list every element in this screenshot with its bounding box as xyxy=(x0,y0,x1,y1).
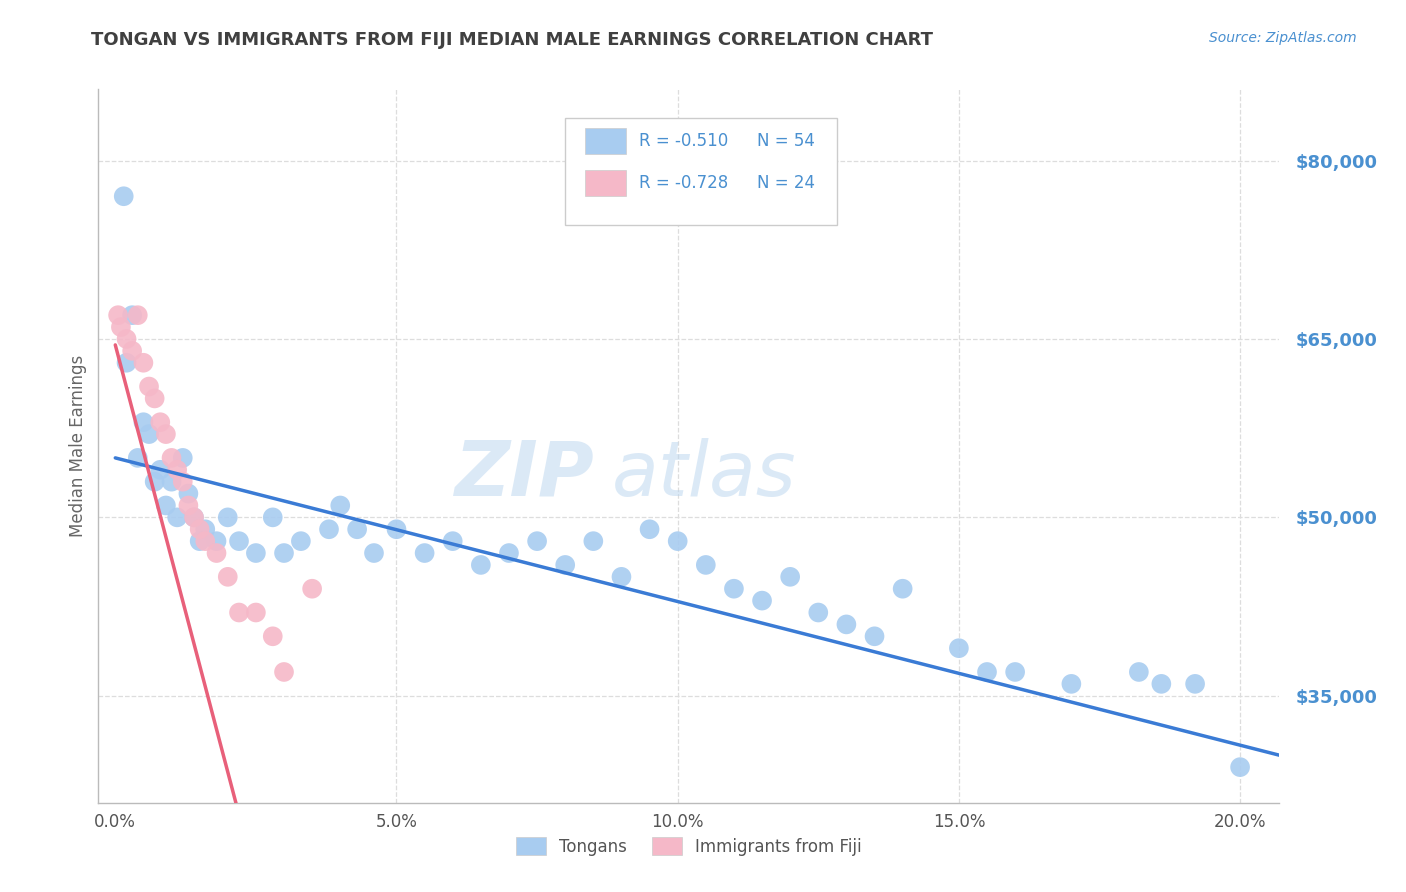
Point xyxy=(132,356,155,370)
Point xyxy=(143,392,166,406)
Point xyxy=(172,450,194,465)
Point xyxy=(976,665,998,679)
Point xyxy=(188,522,211,536)
Point xyxy=(1060,677,1083,691)
Point xyxy=(891,582,914,596)
Text: Source: ZipAtlas.com: Source: ZipAtlas.com xyxy=(1209,31,1357,45)
Point xyxy=(413,546,436,560)
Point xyxy=(155,427,177,442)
Point xyxy=(301,582,323,596)
Point xyxy=(346,522,368,536)
Text: N = 54: N = 54 xyxy=(758,132,815,150)
Point xyxy=(610,570,633,584)
Point xyxy=(666,534,689,549)
Point xyxy=(470,558,492,572)
Point xyxy=(155,499,177,513)
Point xyxy=(112,189,135,203)
Point xyxy=(1128,665,1150,679)
Point xyxy=(107,308,129,322)
Point xyxy=(526,534,548,549)
Text: R = -0.510: R = -0.510 xyxy=(640,132,728,150)
Text: ZIP: ZIP xyxy=(454,438,595,511)
Point xyxy=(177,486,200,500)
Bar xyxy=(585,169,626,195)
Point xyxy=(138,427,160,442)
Point xyxy=(115,332,138,346)
Point xyxy=(217,510,239,524)
Text: TONGAN VS IMMIGRANTS FROM FIJI MEDIAN MALE EARNINGS CORRELATION CHART: TONGAN VS IMMIGRANTS FROM FIJI MEDIAN MA… xyxy=(91,31,934,49)
Point xyxy=(228,606,250,620)
Point xyxy=(143,475,166,489)
Point xyxy=(160,475,183,489)
Point xyxy=(695,558,717,572)
Point xyxy=(166,463,188,477)
Point xyxy=(149,463,172,477)
Point xyxy=(582,534,605,549)
Text: N = 24: N = 24 xyxy=(758,174,815,192)
Point xyxy=(273,665,295,679)
Point xyxy=(127,450,149,465)
Text: R = -0.728: R = -0.728 xyxy=(640,174,728,192)
Text: atlas: atlas xyxy=(612,438,797,511)
Point xyxy=(194,534,217,549)
Point xyxy=(183,510,205,524)
Point xyxy=(318,522,340,536)
Point xyxy=(188,534,211,549)
Point xyxy=(194,522,217,536)
Point xyxy=(183,510,205,524)
Point xyxy=(948,641,970,656)
Point xyxy=(807,606,830,620)
Point xyxy=(273,546,295,560)
Point xyxy=(723,582,745,596)
Point xyxy=(1184,677,1206,691)
FancyBboxPatch shape xyxy=(565,118,837,225)
Point xyxy=(1150,677,1173,691)
Point xyxy=(121,343,143,358)
Point xyxy=(217,570,239,584)
Y-axis label: Median Male Earnings: Median Male Earnings xyxy=(69,355,87,537)
Point xyxy=(262,510,284,524)
Point xyxy=(127,308,149,322)
Point xyxy=(863,629,886,643)
Point xyxy=(205,534,228,549)
Point xyxy=(835,617,858,632)
Point xyxy=(441,534,464,549)
Point xyxy=(228,534,250,549)
Point xyxy=(262,629,284,643)
Point xyxy=(554,558,576,572)
Point xyxy=(166,510,188,524)
Point xyxy=(132,415,155,429)
Point xyxy=(110,320,132,334)
Point xyxy=(245,606,267,620)
Point xyxy=(115,356,138,370)
Legend: Tongans, Immigrants from Fiji: Tongans, Immigrants from Fiji xyxy=(509,830,869,863)
Point xyxy=(149,415,172,429)
Point xyxy=(172,475,194,489)
Point xyxy=(751,593,773,607)
Point xyxy=(121,308,143,322)
Point xyxy=(1004,665,1026,679)
Point xyxy=(329,499,352,513)
Point xyxy=(160,450,183,465)
Point xyxy=(177,499,200,513)
Point xyxy=(205,546,228,560)
Point xyxy=(779,570,801,584)
Point xyxy=(498,546,520,560)
Point xyxy=(290,534,312,549)
Point xyxy=(363,546,385,560)
Point xyxy=(385,522,408,536)
Point xyxy=(638,522,661,536)
Bar xyxy=(585,128,626,154)
Point xyxy=(138,379,160,393)
Point xyxy=(245,546,267,560)
Point xyxy=(1229,760,1251,774)
